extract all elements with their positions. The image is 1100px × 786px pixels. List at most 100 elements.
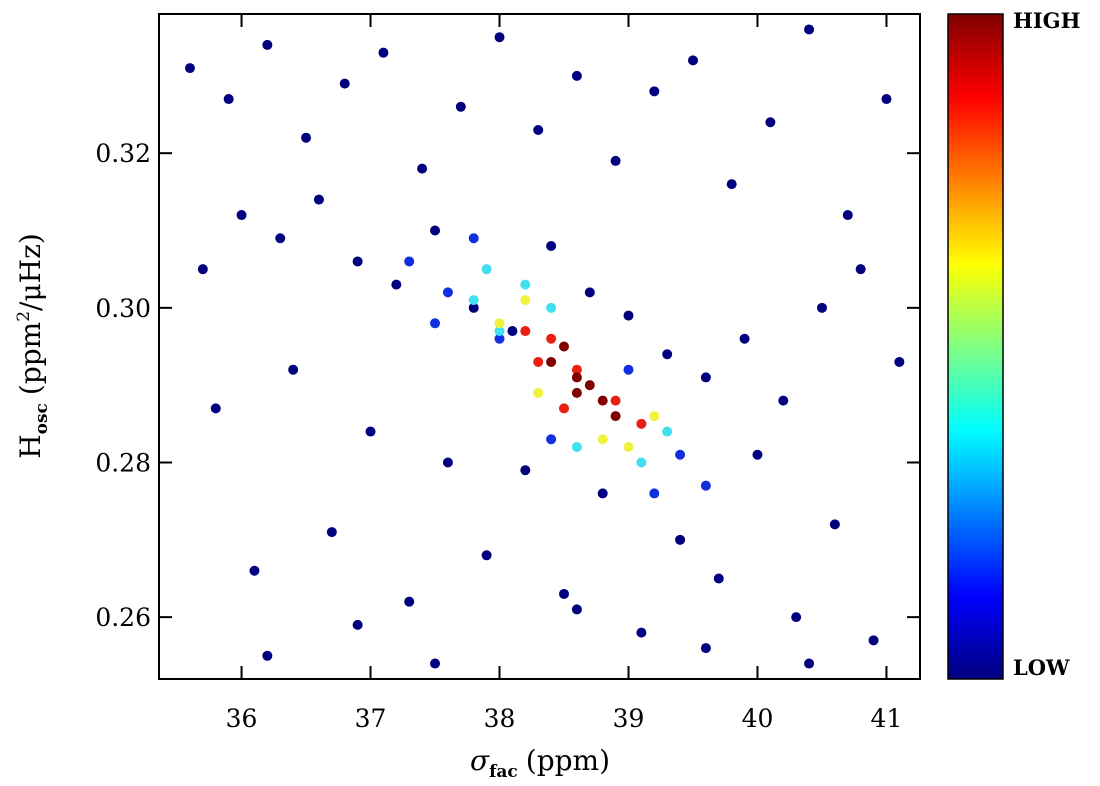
point	[546, 434, 557, 445]
point	[700, 643, 711, 654]
point	[468, 295, 479, 306]
point	[610, 411, 621, 422]
point	[559, 341, 570, 352]
point	[249, 565, 260, 576]
point	[262, 39, 273, 50]
point	[649, 86, 660, 97]
point	[636, 457, 647, 468]
y-symbol: H	[14, 434, 47, 458]
point	[791, 612, 802, 623]
point	[430, 225, 441, 236]
point	[533, 356, 544, 367]
point	[559, 588, 570, 599]
point	[455, 101, 466, 112]
y-sup: 2	[14, 311, 34, 322]
point	[352, 619, 363, 630]
colorbar-high: HIGH	[1013, 8, 1080, 33]
point	[713, 573, 724, 584]
x-symbol: σ	[470, 744, 490, 777]
point	[662, 349, 673, 360]
point	[494, 333, 505, 344]
point	[675, 534, 686, 545]
point	[868, 635, 879, 646]
point	[391, 279, 402, 290]
point	[842, 210, 853, 221]
point	[546, 302, 557, 313]
point	[610, 395, 621, 406]
point	[430, 318, 441, 329]
point	[494, 318, 505, 329]
point	[700, 372, 711, 383]
point	[623, 364, 634, 375]
point	[687, 55, 698, 66]
point	[468, 302, 479, 313]
y-unit-a: (ppm	[14, 322, 47, 395]
point	[313, 194, 324, 205]
point	[184, 63, 195, 74]
point	[584, 287, 595, 298]
point	[197, 264, 208, 275]
x-axis-label: σfac (ppm)	[470, 744, 610, 782]
point	[507, 326, 518, 337]
x-tick-label: 40	[742, 704, 774, 733]
x-tick-label: 38	[484, 704, 516, 733]
point	[417, 163, 428, 174]
point	[804, 658, 815, 669]
point	[700, 480, 711, 491]
point	[365, 426, 376, 437]
point	[675, 449, 686, 460]
point	[829, 519, 840, 530]
point	[378, 47, 389, 58]
point	[533, 124, 544, 135]
point	[571, 70, 582, 81]
point	[288, 364, 299, 375]
point	[765, 117, 776, 128]
point	[752, 449, 763, 460]
point	[430, 658, 441, 669]
point	[326, 527, 337, 538]
point	[275, 233, 286, 244]
point	[236, 210, 247, 221]
y-tick-label: 0.30	[95, 294, 151, 323]
point	[494, 32, 505, 43]
point	[881, 94, 892, 105]
point	[778, 395, 789, 406]
point	[520, 326, 531, 337]
point	[649, 411, 660, 422]
y-tick-label: 0.32	[95, 139, 151, 168]
point	[210, 403, 221, 414]
point	[481, 264, 492, 275]
point	[623, 310, 634, 321]
point	[597, 395, 608, 406]
x-tick-label: 39	[613, 704, 645, 733]
point	[533, 387, 544, 398]
x-tick-label: 36	[226, 704, 258, 733]
point	[804, 24, 815, 35]
point	[520, 465, 531, 476]
y-tick-label: 0.28	[95, 448, 151, 477]
points	[184, 24, 905, 669]
point	[352, 256, 363, 267]
point	[894, 356, 905, 367]
point	[662, 426, 673, 437]
y-tick-label: 0.26	[95, 603, 151, 632]
colorbar-low: LOW	[1013, 655, 1070, 680]
point	[739, 333, 750, 344]
point	[546, 356, 557, 367]
point	[816, 302, 827, 313]
point	[468, 233, 479, 244]
point	[649, 488, 660, 499]
y-unit-b: /μHz)	[14, 233, 47, 311]
point	[636, 418, 647, 429]
point	[546, 240, 557, 251]
y-sub: osc	[32, 403, 52, 434]
point	[494, 326, 505, 337]
point	[301, 132, 312, 143]
point	[584, 380, 595, 391]
x-sub: fac	[489, 762, 518, 782]
x-tick-label: 41	[871, 704, 903, 733]
x-unit: (ppm)	[526, 744, 610, 777]
y-axis-label: Hosc (ppm2/μHz)	[14, 233, 52, 459]
point	[520, 295, 531, 306]
